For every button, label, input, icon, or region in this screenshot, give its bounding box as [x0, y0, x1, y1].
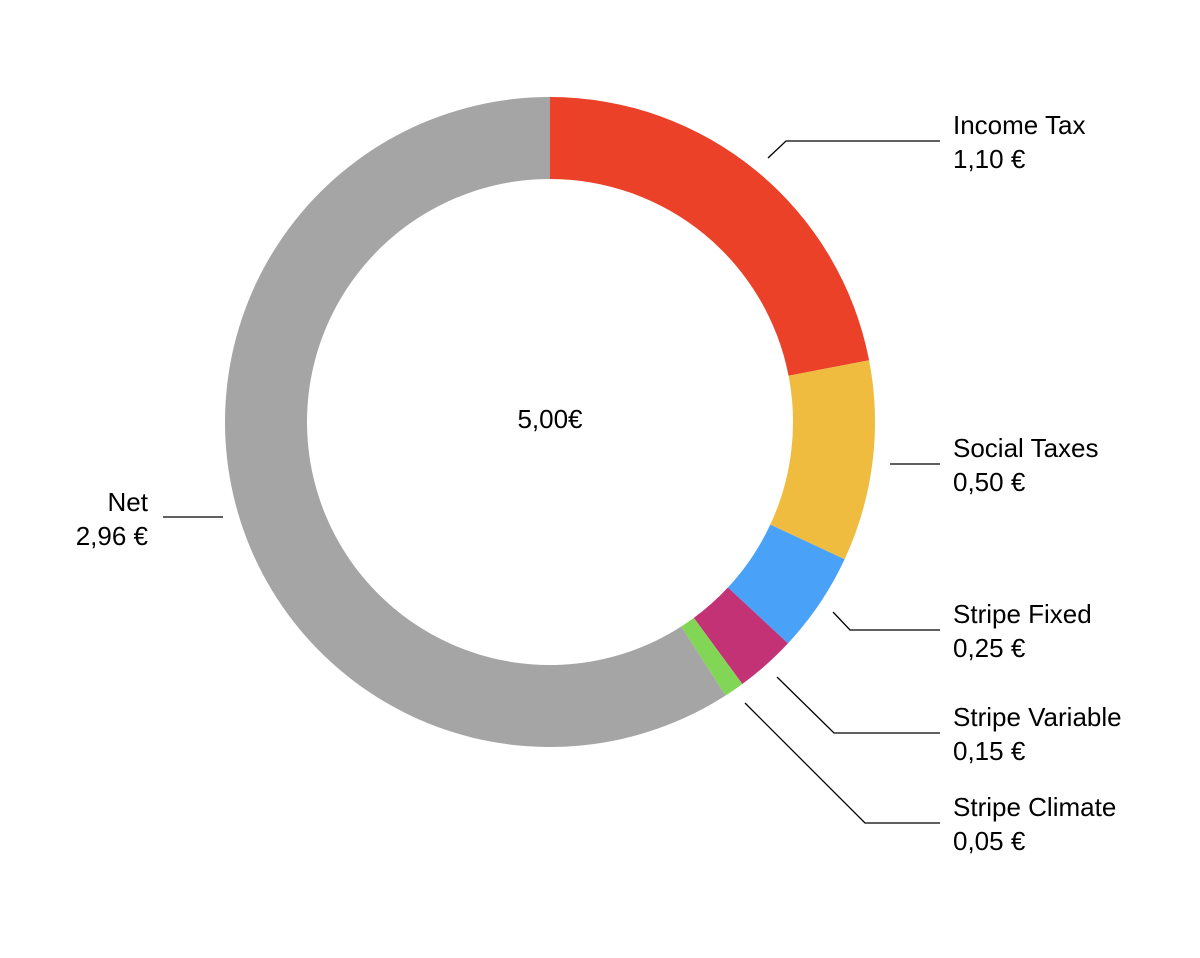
label-social-taxes-name: Social Taxes — [953, 433, 1099, 463]
label-stripe-climate-value: 0,05 € — [953, 826, 1026, 856]
callout-lines — [163, 140, 940, 824]
label-stripe-fixed-value: 0,25 € — [953, 633, 1026, 663]
segment-stripe-climate — [681, 617, 743, 696]
label-net-name: Net — [107, 487, 148, 517]
label-stripe-variable-name: Stripe Variable — [953, 702, 1122, 732]
label-stripe-climate-name: Stripe Climate — [953, 792, 1117, 822]
callout-line-income-tax — [767, 140, 940, 159]
segment-social-taxes — [770, 360, 875, 560]
label-net: Net 2,96 € — [0, 485, 148, 553]
label-stripe-variable: Stripe Variable 0,15 € — [953, 700, 1122, 768]
label-stripe-fixed-name: Stripe Fixed — [953, 599, 1092, 629]
callout-line-stripe-fixed — [832, 611, 940, 631]
label-stripe-fixed: Stripe Fixed 0,25 € — [953, 597, 1092, 665]
label-social-taxes-value: 0,50 € — [953, 467, 1026, 497]
segment-income-tax — [550, 97, 870, 376]
segment-stripe-variable — [693, 587, 788, 684]
label-net-value: 2,96 € — [75, 521, 148, 551]
callout-line-stripe-variable — [776, 676, 940, 734]
label-social-taxes: Social Taxes 0,50 € — [953, 431, 1099, 499]
callout-line-stripe-climate — [744, 702, 940, 824]
label-stripe-climate: Stripe Climate 0,05 € — [953, 790, 1116, 858]
label-stripe-variable-value: 0,15 € — [953, 736, 1026, 766]
donut-center-total: 5,00€ — [517, 404, 583, 434]
label-income-tax: Income Tax 1,10 € — [953, 108, 1085, 176]
label-income-tax-name: Income Tax — [953, 110, 1086, 140]
segment-stripe-fixed — [727, 524, 845, 644]
segment-net — [224, 97, 726, 747]
label-income-tax-value: 1,10 € — [953, 144, 1026, 174]
